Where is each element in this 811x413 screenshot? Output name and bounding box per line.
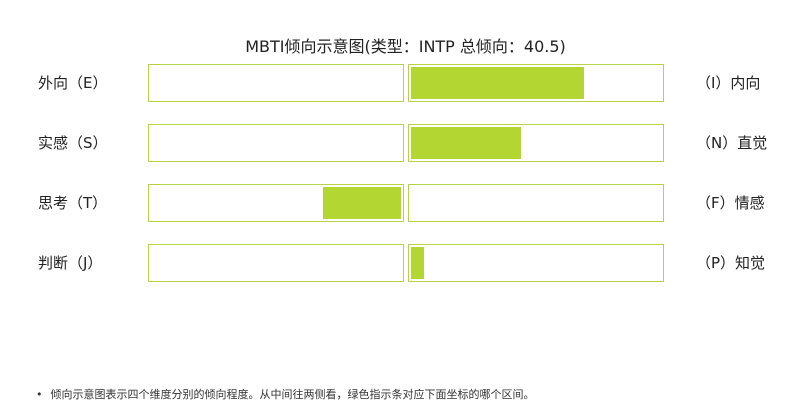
- tendency-bar: [411, 127, 521, 159]
- tendency-bar: [411, 247, 424, 279]
- tendency-bar: [323, 187, 401, 219]
- bar-track-left: [148, 64, 404, 102]
- bar-track-left: [148, 244, 404, 282]
- dimension-row: 判断（J） （P）知觉: [0, 244, 811, 282]
- dimension-left-label: 外向（E）: [38, 74, 108, 92]
- dimension-right-label: （P）知觉: [696, 254, 766, 272]
- dimension-left-label: 判断（J）: [38, 254, 103, 272]
- dimension-left-label: 实感（S）: [38, 134, 108, 152]
- dimension-right-label: （F）情感: [696, 194, 765, 212]
- bar-track-left: [148, 184, 404, 222]
- dimension-row: 外向（E） （I）内向: [0, 64, 811, 102]
- tendency-bar: [411, 67, 584, 99]
- bar-track-right: [408, 244, 664, 282]
- dimension-right-label: （I）内向: [696, 74, 761, 92]
- dimension-row: 实感（S） （N）直觉: [0, 124, 811, 162]
- footnote: 倾向示意图表示四个维度分别的倾向程度。从中间往两侧看，绿色指示条对应下面坐标的哪…: [36, 386, 535, 402]
- dimension-left-label: 思考（T）: [38, 194, 108, 212]
- bar-track-right: [408, 184, 664, 222]
- dimension-right-label: （N）直觉: [696, 134, 768, 152]
- bar-track-left: [148, 124, 404, 162]
- bar-track-right: [408, 124, 664, 162]
- chart-title: MBTI倾向示意图(类型：INTP 总倾向：40.5): [245, 37, 566, 56]
- bar-track-right: [408, 64, 664, 102]
- dimension-row: 思考（T） （F）情感: [0, 184, 811, 222]
